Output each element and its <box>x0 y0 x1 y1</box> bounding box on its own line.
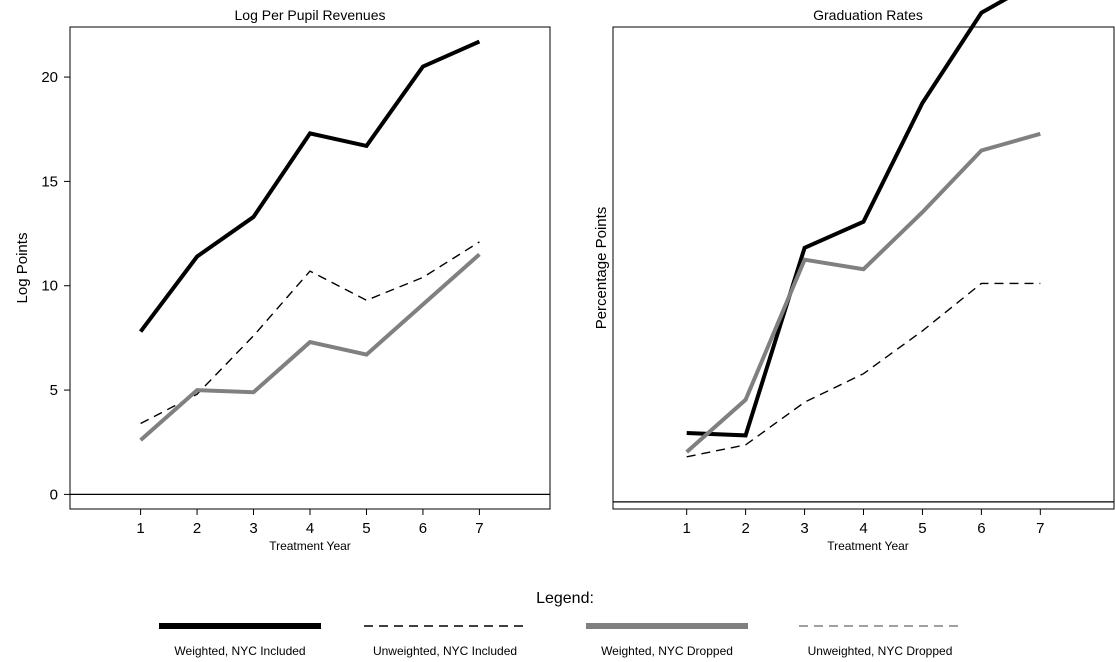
tick-group: 1 2 3 4 5 6 7 0 5 10 15 20 <box>41 69 483 537</box>
x-tick-label: 5 <box>918 520 926 537</box>
tick-group: 1 2 3 4 5 6 7 <box>683 509 1044 537</box>
x-tick-label: 2 <box>193 520 201 537</box>
series-line <box>685 131 1041 454</box>
y-tick-label: 10 <box>41 278 58 295</box>
x-tick-label: 6 <box>419 520 427 537</box>
x-tick-label: 7 <box>475 520 483 537</box>
series-lines <box>70 39 550 495</box>
series-line <box>139 39 481 333</box>
x-tick-label: 1 <box>136 520 144 537</box>
x-tick-label: 7 <box>1036 520 1044 537</box>
y-axis-label: Percentage Points <box>593 207 610 330</box>
x-tick-label: 2 <box>741 520 749 537</box>
x-tick-label: 1 <box>683 520 691 537</box>
x-tick-label: 3 <box>249 520 257 537</box>
series-line <box>139 252 481 442</box>
legend-label: Unweighted, NYC Dropped <box>808 644 953 658</box>
legend-items: Weighted, NYC Included Unweighted, NYC In… <box>159 623 961 658</box>
series-lines <box>613 0 1114 503</box>
legend-label: Unweighted, NYC Included <box>373 644 517 658</box>
x-tick-label: 4 <box>306 520 314 537</box>
legend-label: Weighted, NYC Included <box>174 644 305 658</box>
x-tick-label: 4 <box>859 520 867 537</box>
legend: Legend: Weighted, NYC Included Unweighted… <box>159 590 961 658</box>
y-tick-label: 15 <box>41 173 58 190</box>
chart-panel-revenues: Log Per Pupil Revenues 1 2 3 4 5 6 7 0 5 10 15 20 L… <box>14 7 551 553</box>
chart-panel-graduation: Graduation Rates 1 2 3 4 5 6 7 Percentage Poin… <box>593 0 1115 553</box>
x-axis-label: Treatment Year <box>827 539 909 553</box>
y-tick-label: 20 <box>41 69 58 86</box>
chart-title: Log Per Pupil Revenues <box>235 7 386 23</box>
chart-title: Graduation Rates <box>813 7 923 23</box>
y-tick-label: 5 <box>50 382 58 399</box>
x-tick-label: 6 <box>977 520 985 537</box>
legend-label: Weighted, NYC Dropped <box>601 644 733 658</box>
x-tick-label: 3 <box>800 520 808 537</box>
x-tick-label: 5 <box>362 520 370 537</box>
series-line <box>140 241 480 425</box>
legend-title: Legend: <box>536 590 594 607</box>
y-tick-label: 0 <box>50 486 58 503</box>
series-line <box>686 282 1041 458</box>
x-axis-label: Treatment Year <box>269 539 351 553</box>
y-axis-label: Log Points <box>14 233 31 304</box>
series-line <box>686 0 1009 438</box>
